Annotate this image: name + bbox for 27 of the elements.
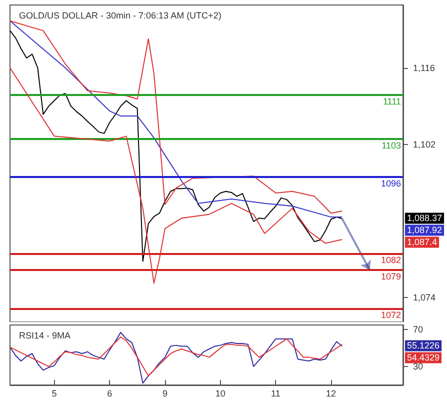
text: 1,088.37 (407, 213, 442, 224)
x-tick-label: 10 (215, 388, 226, 398)
ref-line-label: 1079 (380, 272, 401, 282)
text: 55.1226 (407, 340, 440, 351)
x-tick-label: 12 (326, 388, 336, 398)
text: 54.4329 (407, 352, 440, 363)
text: 1,087.92 (407, 225, 442, 236)
line-series (10, 67, 343, 284)
ref-line-label: 1103 (382, 140, 401, 150)
y-tick-label: 1,102 (413, 139, 436, 150)
y-tick-label: 1,116 (413, 62, 435, 73)
ref-line-label: 1096 (380, 178, 401, 189)
y-tick-label: 1,074 (413, 292, 436, 302)
y-tick-label: 70 (413, 324, 424, 335)
line-series (10, 332, 343, 384)
x-tick-label: 5 (52, 388, 57, 398)
ref-line-label: 1082 (380, 255, 401, 266)
x-tick-label: 6 (107, 388, 112, 398)
text: 1,087.4 (407, 237, 438, 248)
x-tick-label: 9 (162, 388, 168, 398)
text: RSI14 - 9MA (19, 330, 71, 340)
text: GOLD/US DOLLAR - 30min - 7:06:13 AM (UTC+2) (19, 10, 222, 20)
line-series (10, 30, 343, 262)
ref-line-label: 1072 (380, 310, 401, 320)
y-tick-label: 30 (413, 362, 424, 372)
ref-line-label: 1111 (382, 96, 401, 107)
x-tick-label: 11 (271, 388, 280, 398)
